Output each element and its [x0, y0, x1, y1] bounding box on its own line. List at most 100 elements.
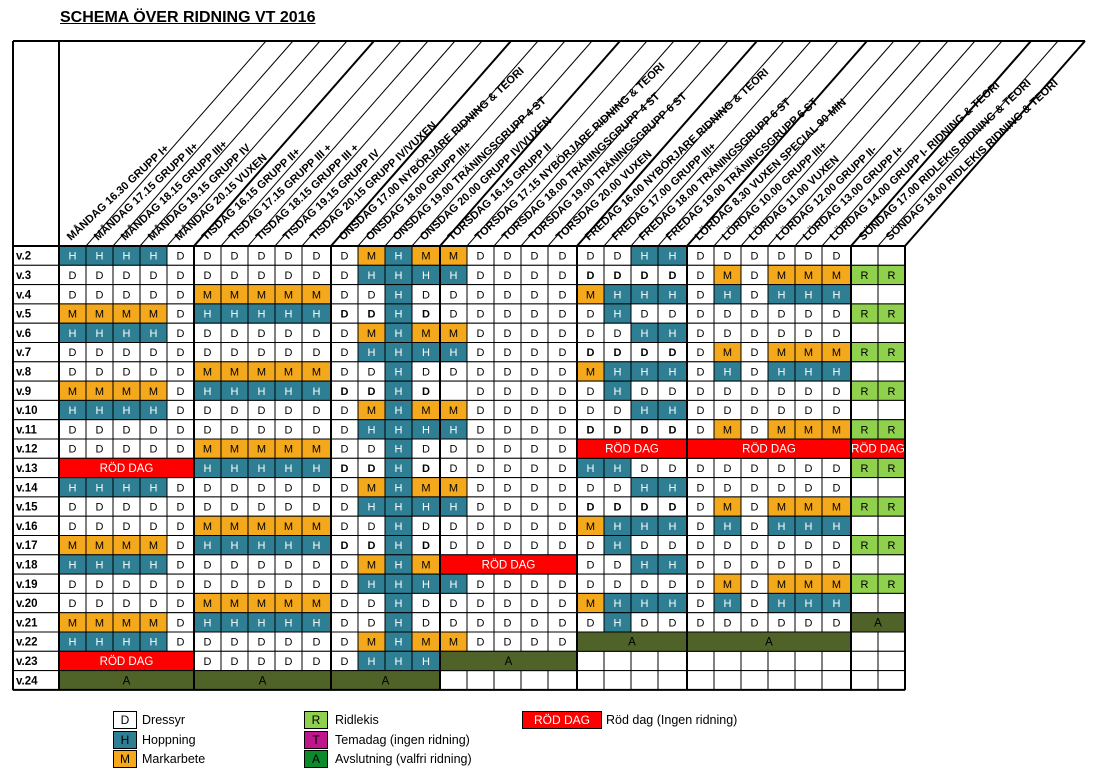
header-divider: [384, 40, 566, 247]
cell-label: M: [832, 270, 841, 282]
cell-label: D: [123, 502, 131, 514]
cell-label: H: [669, 482, 677, 494]
header-divider: [576, 40, 758, 247]
empty-cell: [821, 670, 852, 691]
cell-label: H: [724, 598, 732, 610]
cell-label: H: [150, 482, 158, 494]
cell-label: D: [477, 405, 485, 417]
cell-label: D: [587, 347, 595, 359]
cell-label: D: [531, 598, 539, 610]
cell-label: M: [586, 289, 595, 301]
cell-label: D: [559, 309, 567, 321]
empty-cell: [877, 245, 906, 266]
cell-label: D: [504, 482, 512, 494]
cell-label: D: [531, 463, 539, 475]
cell-label: H: [96, 482, 104, 494]
cell-label: M: [421, 328, 430, 340]
cell-label: H: [204, 309, 212, 321]
cell-label: D: [477, 521, 485, 533]
cell-label: D: [313, 482, 321, 494]
cell-label: D: [341, 463, 349, 475]
cell-label: M: [777, 502, 786, 514]
cell-label: M: [230, 366, 239, 378]
cell-label: D: [778, 309, 786, 321]
legend-label: Temadag (ingen ridning): [335, 733, 470, 747]
cell-label: H: [204, 540, 212, 552]
cell-label: M: [723, 579, 732, 591]
legend-label: Hoppning: [142, 733, 196, 747]
cell-label: D: [177, 289, 185, 301]
cell-label: D: [368, 386, 376, 398]
cell-label: D: [697, 463, 705, 475]
cell-label: D: [751, 251, 759, 263]
empty-cell: [794, 670, 823, 691]
cell-label: D: [559, 270, 567, 282]
cell-label: M: [312, 289, 321, 301]
cell-label: D: [368, 289, 376, 301]
cell-label: D: [587, 559, 595, 571]
cell-label: D: [285, 347, 293, 359]
cell-label: D: [477, 579, 485, 591]
header-divider: [85, 40, 267, 247]
header-divider: [740, 40, 922, 247]
cell-label: H: [395, 637, 403, 649]
cell-label: D: [669, 579, 677, 591]
empty-cell: [767, 670, 796, 691]
cell-label: D: [123, 366, 131, 378]
legend-swatch: RÖD DAG: [522, 711, 602, 729]
cell-label: D: [833, 405, 841, 417]
cell-label: H: [395, 521, 403, 533]
cell-label: D: [587, 270, 595, 282]
cell-label: D: [641, 386, 649, 398]
cell-label: D: [778, 328, 786, 340]
header-divider: [193, 40, 375, 247]
header-divider: [411, 40, 593, 247]
cell-label: D: [531, 579, 539, 591]
cell-label: D: [450, 540, 458, 552]
cell-label: D: [69, 579, 77, 591]
cell-label: D: [177, 559, 185, 571]
cell-label: D: [204, 347, 212, 359]
cell-label: M: [312, 366, 321, 378]
cell-label: D: [313, 502, 321, 514]
cell-label: D: [697, 424, 705, 436]
cell-label: M: [68, 617, 77, 629]
cell-label: M: [367, 559, 376, 571]
cell-label: D: [477, 270, 485, 282]
merged-label: A: [123, 675, 131, 687]
cell-label: R: [861, 463, 869, 475]
cell-label: D: [697, 540, 705, 552]
cell-label: D: [833, 617, 841, 629]
cell-label: D: [341, 289, 349, 301]
cell-label: H: [395, 540, 403, 552]
cell-label: D: [177, 502, 185, 514]
empty-cell: [850, 554, 879, 575]
cell-label: D: [285, 405, 293, 417]
cell-label: D: [341, 347, 349, 359]
merged-label: A: [259, 675, 267, 687]
cell-label: D: [123, 579, 131, 591]
cell-label: H: [285, 617, 293, 629]
cell-label: D: [833, 559, 841, 571]
cell-label: D: [531, 251, 539, 263]
cell-label: D: [313, 637, 321, 649]
cell-label: D: [69, 366, 77, 378]
cell-label: D: [587, 502, 595, 514]
empty-cell: [850, 477, 879, 498]
header-divider: [767, 40, 949, 247]
cell-label: D: [341, 424, 349, 436]
cell-label: M: [367, 405, 376, 417]
cell-label: M: [95, 309, 104, 321]
cell-label: D: [96, 289, 104, 301]
cell-label: D: [177, 366, 185, 378]
cell-label: D: [69, 502, 77, 514]
empty-cell: [877, 631, 906, 652]
cell-label: D: [751, 463, 759, 475]
cell-label: D: [697, 289, 705, 301]
cell-label: M: [367, 328, 376, 340]
cell-label: D: [258, 502, 266, 514]
cell-label: M: [832, 502, 841, 514]
cell-label: M: [421, 482, 430, 494]
cell-label: H: [778, 366, 786, 378]
cell-label: H: [805, 521, 813, 533]
